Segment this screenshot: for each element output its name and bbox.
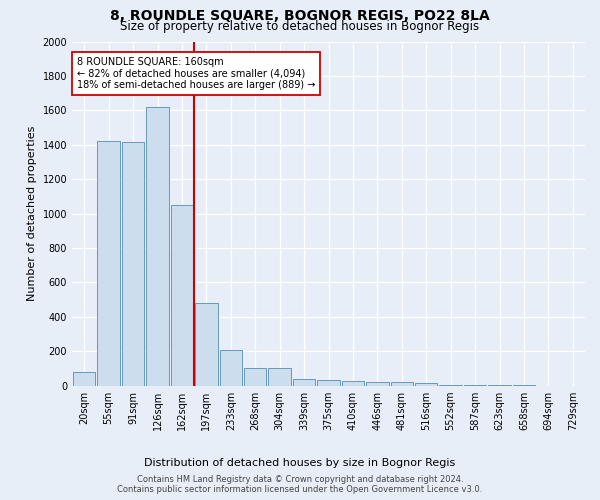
- Text: 8, ROUNDLE SQUARE, BOGNOR REGIS, PO22 8LA: 8, ROUNDLE SQUARE, BOGNOR REGIS, PO22 8L…: [110, 9, 490, 23]
- Bar: [366, 382, 389, 386]
- Bar: [97, 142, 120, 386]
- Bar: [464, 385, 487, 386]
- Bar: [391, 382, 413, 386]
- Y-axis label: Number of detached properties: Number of detached properties: [27, 126, 37, 302]
- Bar: [195, 303, 218, 386]
- Bar: [73, 372, 95, 386]
- Bar: [342, 382, 364, 386]
- Text: 8 ROUNDLE SQUARE: 160sqm
← 82% of detached houses are smaller (4,094)
18% of sem: 8 ROUNDLE SQUARE: 160sqm ← 82% of detach…: [77, 57, 316, 90]
- Bar: [317, 380, 340, 386]
- Text: Distribution of detached houses by size in Bognor Regis: Distribution of detached houses by size …: [145, 458, 455, 468]
- Bar: [171, 205, 193, 386]
- Bar: [220, 350, 242, 386]
- Bar: [146, 107, 169, 386]
- Bar: [268, 368, 291, 386]
- Bar: [244, 368, 266, 386]
- Text: Contains HM Land Registry data © Crown copyright and database right 2024.
Contai: Contains HM Land Registry data © Crown c…: [118, 474, 482, 494]
- Bar: [122, 142, 145, 386]
- Bar: [293, 379, 316, 386]
- Text: Size of property relative to detached houses in Bognor Regis: Size of property relative to detached ho…: [121, 20, 479, 33]
- Bar: [439, 385, 462, 386]
- Bar: [415, 383, 437, 386]
